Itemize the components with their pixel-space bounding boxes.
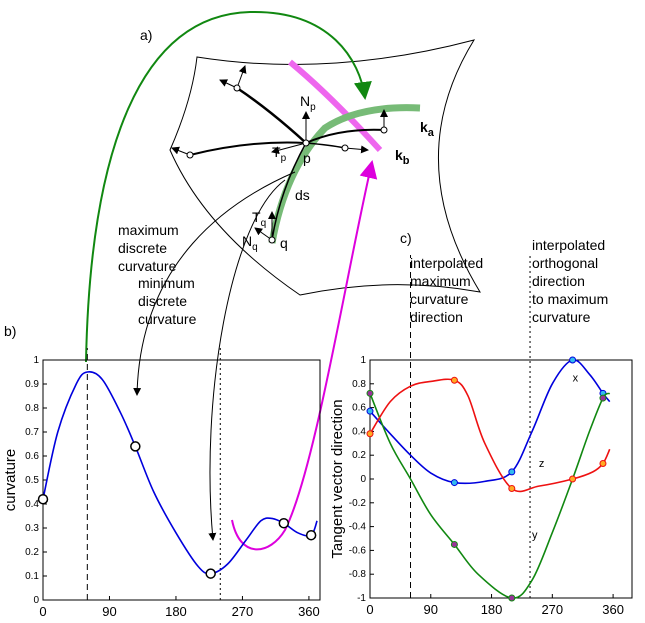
annotation-line: curvature [118,258,177,274]
series-marker [305,529,317,541]
series-label: x [573,372,579,384]
annotation-line: interpolated [532,237,605,253]
label: Nq [242,233,258,253]
x-tick-label: 0 [366,602,373,617]
y-tick-label: 0.3 [25,523,39,534]
surface-diagram: a) b) c) ka kb Np Tp p ds Tq Nq q maximu… [4,10,608,551]
x-tick-label: 0 [39,604,46,619]
label-kb: kb [395,147,410,167]
y-tick-label: 0.4 [352,426,366,437]
arrow-kb [231,160,378,551]
label-ka: ka [420,119,435,139]
series-marker [599,460,607,468]
y-tick-label: 0 [33,595,39,606]
y-tick-label: 0.2 [25,547,39,558]
series-marker [569,475,577,483]
annotation-line: minimum [138,275,195,291]
y-tick-label: 0 [360,474,366,485]
label: p [303,150,311,166]
annotation-line: maximum [410,273,471,289]
x-tick-label: 270 [541,602,563,617]
series-line [42,371,318,575]
label: Np [300,93,316,113]
annotation-line: direction [532,273,585,289]
y-tick-label: 0.7 [25,427,39,438]
x-tick-label: 180 [481,602,503,617]
plot-frame [42,359,321,601]
series-marker [278,517,290,529]
y-tick-label: 0.1 [25,571,39,582]
label: Tq [252,209,266,229]
annotation-line: discrete [138,293,187,309]
series-marker [508,468,516,476]
series-marker [450,540,458,548]
discrete-curves [171,65,388,244]
annotation-line: orthogonal [532,255,598,271]
series-marker [130,441,141,452]
x-tick-label: 360 [602,602,624,617]
series-marker [366,407,374,415]
y-tick-label: 0.8 [25,403,39,414]
surface [169,39,481,296]
series-marker [508,594,516,602]
y-tick-label: -1 [357,593,366,604]
y-tick-label: 0.6 [352,403,366,414]
annotation-line: curvature [138,311,197,327]
series-marker [599,394,607,402]
y-tick-label: -0.4 [349,522,367,533]
arrow-ka [85,10,372,363]
series-label: z [539,458,545,470]
annotation-line: to maximum [532,291,608,307]
label: Tp [272,144,287,164]
y-tick-label: 0.6 [25,451,39,462]
series-marker [205,568,216,579]
y-tick-label: -0.8 [349,569,367,580]
curve-kb [288,59,383,153]
series-marker [366,430,374,438]
panel-label: a) [140,27,152,43]
panel-label: c) [400,230,412,246]
label: q [280,235,288,251]
series-label: y [532,530,538,542]
y-tick-label: 0.9 [25,379,39,390]
y-axis-label: Tangent vector direction [329,399,346,558]
series-marker [508,485,516,493]
series-marker [569,356,577,364]
y-tick-label: 0.4 [25,499,39,510]
series-marker [37,493,49,505]
series-marker [366,389,374,397]
arrow-min [208,179,286,541]
y-axis-label: curvature [2,449,19,512]
label: ds [295,187,310,203]
y-tick-label: 0.5 [25,475,39,486]
annotation-line: interpolated [410,255,483,271]
x-tick-label: 180 [165,604,187,619]
arrow-max [133,171,296,396]
x-tick-label: 90 [102,604,116,619]
x-tick-label: 90 [424,602,438,617]
panel-label: b) [4,323,16,339]
annotation-line: direction [410,309,463,325]
annotation-line: curvature [410,291,469,307]
annotation-line: maximum [118,222,179,238]
series-marker [450,479,458,487]
series-marker [450,376,458,384]
annotations: maximumdiscretecurvatureminimumdiscretec… [118,222,608,327]
y-tick-label: -0.2 [349,498,367,509]
y-tick-label: 0.8 [352,379,366,390]
y-tick-label: 1 [360,355,366,366]
annotation-line: discrete [118,240,167,256]
annotation-line: curvature [532,309,591,325]
y-tick-label: -0.6 [349,545,367,556]
series-line [369,392,611,599]
x-tick-label: 360 [298,604,320,619]
y-tick-label: 1 [33,355,39,366]
series-line [369,378,611,493]
curve-ka [268,104,421,244]
x-tick-label: 270 [232,604,254,619]
y-tick-label: 0.2 [352,450,366,461]
